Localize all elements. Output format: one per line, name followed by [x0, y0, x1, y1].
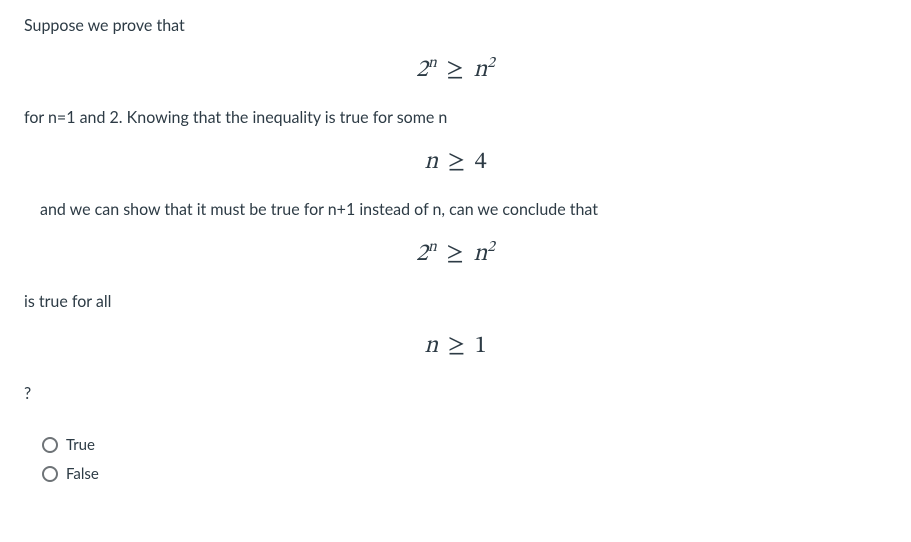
answer-options: True False: [24, 434, 887, 485]
math-var: n: [424, 334, 438, 358]
math-base: 2: [416, 242, 428, 266]
math-exponent: 2: [487, 239, 495, 255]
math-operator: ≥: [447, 58, 464, 82]
option-label: False: [66, 463, 99, 486]
question-text-line: ?: [24, 382, 887, 406]
math-base: 2: [416, 58, 428, 82]
math-exponent: n: [428, 239, 437, 255]
math-base: n: [473, 58, 487, 82]
option-false[interactable]: False: [42, 463, 887, 486]
math-expression-1: 2n ≥ n2: [24, 52, 887, 88]
math-base: n: [473, 242, 487, 266]
math-operator: ≥: [448, 334, 465, 358]
math-expression-4: n ≥ 1: [24, 328, 887, 364]
math-expression-2: n ≥ 4: [24, 144, 887, 180]
math-num: 4: [475, 150, 487, 174]
question-text-line: for n=1 and 2. Knowing that the inequali…: [24, 106, 887, 130]
radio-icon[interactable]: [42, 466, 58, 482]
option-true[interactable]: True: [42, 434, 887, 457]
question-text-line: and we can show that it must be true for…: [24, 198, 887, 222]
option-label: True: [66, 434, 95, 457]
question-text-line: Suppose we prove that: [24, 14, 887, 38]
math-var: n: [424, 150, 438, 174]
math-exponent: n: [428, 55, 437, 71]
math-operator: ≥: [447, 242, 464, 266]
question-text-line: is true for all: [24, 290, 887, 314]
question-container: Suppose we prove that 2n ≥ n2 for n=1 an…: [0, 0, 911, 511]
math-num: 1: [475, 334, 487, 358]
math-expression-3: 2n ≥ n2: [24, 236, 887, 272]
math-exponent: 2: [487, 55, 495, 71]
math-operator: ≥: [448, 150, 465, 174]
radio-icon[interactable]: [42, 437, 58, 453]
